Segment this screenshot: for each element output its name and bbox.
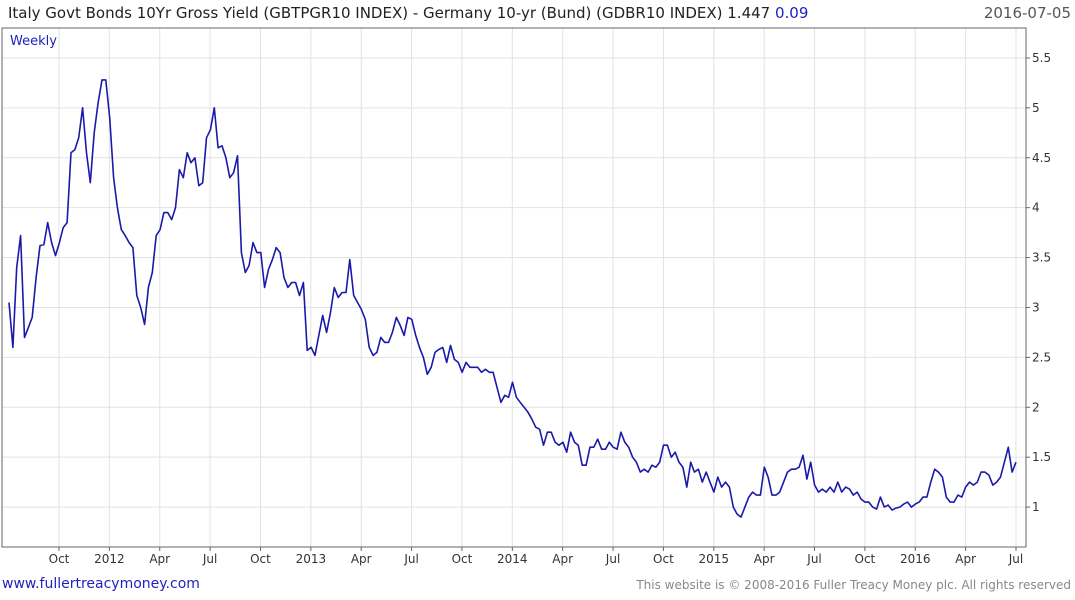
chart-title-text: Italy Govt Bonds 10Yr Gross Yield (GBTPG…	[8, 4, 771, 22]
x-tick-label: Apr	[754, 552, 775, 566]
x-tick-label: Apr	[552, 552, 573, 566]
x-tick-label: Oct	[855, 552, 876, 566]
grid-layer	[2, 28, 1026, 547]
website-link[interactable]: www.fullertreacymoney.com	[2, 576, 200, 592]
copyright-text: This website is © 2008-2016 Fuller Treac…	[636, 578, 1071, 592]
yield-spread-chart: Weekly 1 1.5 2 2.5 3 3.5 4 4.5 5 5.5 Oct 2012 Apr Ju…	[1, 27, 1051, 566]
x-tick-label: Oct	[653, 552, 674, 566]
x-tick-label: 2016	[900, 552, 931, 566]
y-axis: 1 1.5 2 2.5 3 3.5 4 4.5 5 5.5	[1026, 51, 1051, 514]
plot-frame	[1, 27, 1027, 548]
x-tick-label: Oct	[49, 552, 70, 566]
x-tick-label: Jul	[202, 552, 217, 566]
x-tick-label: Oct	[452, 552, 473, 566]
y-tick-label: 5	[1032, 101, 1040, 115]
x-tick-label: Apr	[149, 552, 170, 566]
series-line	[8, 79, 1017, 518]
x-tick-label: Apr	[351, 552, 372, 566]
x-tick-label: Oct	[250, 552, 271, 566]
x-tick-label: Jul	[605, 552, 620, 566]
period-label: Weekly	[10, 34, 57, 49]
x-tick-label: Apr	[955, 552, 976, 566]
x-tick-label: Jul	[1008, 552, 1023, 566]
y-tick-label: 5.5	[1032, 51, 1051, 65]
x-tick-label: 2014	[497, 552, 528, 566]
y-tick-label: 4.5	[1032, 151, 1051, 165]
y-tick-label: 1.5	[1032, 450, 1051, 464]
change-value: 0.09	[774, 4, 809, 22]
y-tick-label: 4	[1032, 201, 1040, 215]
y-tick-label: 2	[1032, 400, 1040, 414]
y-tick-label: 1	[1032, 500, 1040, 514]
y-tick-label: 3	[1032, 300, 1040, 314]
chart-title: Italy Govt Bonds 10Yr Gross Yield (GBTPG…	[8, 4, 808, 22]
chart-date: 2016-07-05	[983, 4, 1071, 22]
x-tick-label: 2013	[296, 552, 327, 566]
x-axis: Oct 2012 Apr Jul Oct 2013 Apr Jul Oct 2014 Apr Jul O…	[49, 547, 1023, 566]
x-tick-label: Jul	[806, 552, 821, 566]
y-tick-label: 2.5	[1032, 350, 1051, 364]
x-tick-label: Jul	[403, 552, 418, 566]
x-tick-label: 2015	[699, 552, 730, 566]
x-tick-label: 2012	[94, 552, 125, 566]
y-tick-label: 3.5	[1032, 251, 1051, 265]
